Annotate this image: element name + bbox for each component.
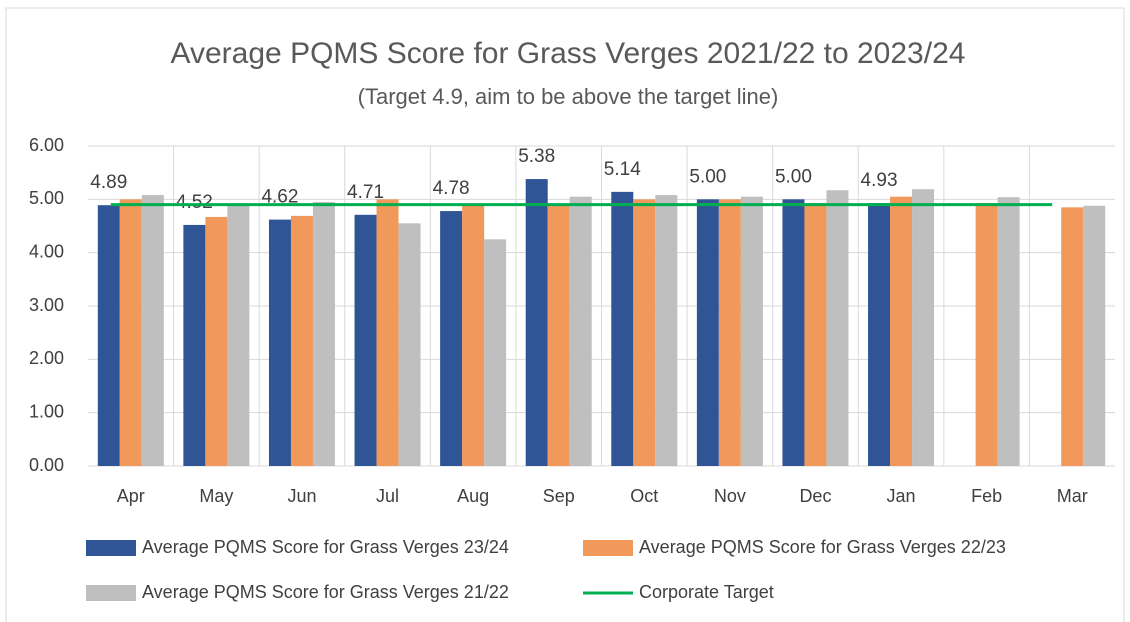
- x-tick-label: Jul: [376, 486, 399, 506]
- bar: [119, 199, 142, 467]
- bar: [696, 199, 719, 467]
- x-tick-label: Sep: [543, 486, 575, 506]
- data-label: 4.62: [261, 187, 298, 208]
- y-tick-label: 3.00: [29, 295, 64, 315]
- x-tick-label: Aug: [457, 486, 489, 506]
- x-tick-label: Jan: [887, 486, 916, 506]
- x-tick-label: Jun: [287, 486, 316, 506]
- legend-label: Average PQMS Score for Grass Verges 23/2…: [142, 537, 509, 557]
- bar: [97, 205, 120, 466]
- legend-swatch: [86, 540, 136, 556]
- bar: [826, 190, 849, 466]
- data-label: 4.52: [176, 192, 213, 213]
- bar: [912, 189, 935, 466]
- bar: [268, 219, 291, 466]
- y-tick-label: 1.00: [29, 401, 64, 421]
- bar: [183, 224, 206, 466]
- bar: [484, 239, 507, 466]
- bar: [141, 195, 164, 467]
- y-tick-label: 5.00: [29, 188, 64, 208]
- legend-label: Average PQMS Score for Grass Verges 22/2…: [639, 537, 1006, 557]
- bar: [525, 179, 548, 467]
- data-label: 4.78: [433, 178, 470, 199]
- chart-title: Average PQMS Score for Grass Verges 2021…: [171, 37, 966, 70]
- x-tick-label: May: [199, 486, 233, 506]
- bar: [440, 211, 463, 466]
- bar: [1083, 205, 1106, 466]
- legend-swatch: [86, 585, 136, 601]
- bar: [547, 204, 570, 466]
- data-label: 5.00: [689, 166, 726, 187]
- x-tick-label: Dec: [799, 486, 831, 506]
- bar: [740, 196, 763, 466]
- bar: [868, 203, 891, 467]
- data-label: 4.93: [861, 170, 898, 191]
- legend-label: Average PQMS Score for Grass Verges 21/2…: [142, 582, 509, 602]
- data-label: 5.14: [604, 159, 641, 180]
- x-tick-label: Apr: [117, 486, 145, 506]
- bar: [633, 199, 656, 467]
- bar: [655, 195, 678, 467]
- bar: [462, 204, 485, 466]
- bar: [997, 197, 1020, 466]
- x-tick-label: Nov: [714, 486, 746, 506]
- y-tick-label: 4.00: [29, 241, 64, 261]
- bar: [205, 216, 228, 466]
- legend-label: Corporate Target: [639, 582, 774, 602]
- bar: [376, 199, 399, 467]
- bar: [398, 223, 421, 466]
- y-tick-label: 0.00: [29, 455, 64, 475]
- bar: [312, 202, 335, 466]
- bar: [1061, 207, 1084, 467]
- legend-swatch: [583, 540, 633, 556]
- x-tick-label: Feb: [971, 486, 1002, 506]
- y-tick-label: 2.00: [29, 348, 64, 368]
- data-label: 4.71: [347, 182, 384, 203]
- x-tick-label: Oct: [630, 486, 658, 506]
- data-label: 5.00: [775, 166, 812, 187]
- x-tick-label: Mar: [1057, 486, 1088, 506]
- bar: [611, 191, 634, 466]
- bar: [354, 214, 377, 466]
- bar: [718, 199, 741, 467]
- bar: [804, 203, 827, 467]
- y-tick-label: 6.00: [29, 135, 64, 155]
- data-label: 4.89: [90, 172, 127, 193]
- bar: [290, 215, 313, 466]
- bar: [975, 203, 998, 467]
- bar: [782, 199, 805, 467]
- data-label: 5.38: [518, 146, 555, 167]
- bar: [227, 204, 250, 466]
- bar: [890, 196, 913, 466]
- chart-subtitle: (Target 4.9, aim to be above the target …: [358, 84, 779, 109]
- bar: [569, 196, 592, 466]
